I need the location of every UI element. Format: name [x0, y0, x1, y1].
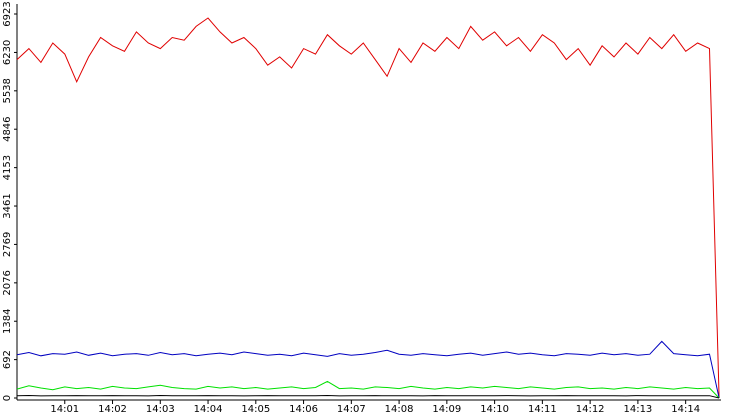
y-tick-label: 6230 — [2, 40, 13, 65]
series-line — [16, 340, 720, 399]
y-tick-label: 2769 — [2, 232, 13, 257]
x-tick-label: 14:12 — [576, 404, 605, 415]
x-tick-label: 14:08 — [385, 404, 414, 415]
series-line — [16, 394, 720, 399]
y-tick-label: 0 — [2, 395, 13, 401]
x-tick-label: 14:04 — [194, 404, 223, 415]
y-tick-label: 3461 — [2, 193, 13, 218]
x-tick-label: 14:07 — [337, 404, 366, 415]
y-tick-label: 692 — [2, 350, 13, 369]
y-tick-label: 4846 — [2, 116, 13, 141]
y-tick-label: 6923 — [2, 1, 13, 26]
x-tick-label: 14:05 — [241, 404, 270, 415]
y-tick-label: 4153 — [2, 155, 13, 180]
series-line — [16, 17, 720, 399]
x-tick-label: 14:13 — [623, 404, 652, 415]
x-tick-label: 14:10 — [480, 404, 509, 415]
y-tick-label: 2076 — [2, 270, 13, 295]
x-tick-label: 14:09 — [432, 404, 461, 415]
x-tick-label: 14:01 — [50, 404, 79, 415]
y-tick-label: 5538 — [2, 78, 13, 103]
y-tick-label: 1384 — [2, 309, 13, 334]
x-tick-label: 14:02 — [98, 404, 127, 415]
x-tick-label: 14:06 — [289, 404, 318, 415]
x-tick-label: 14:14 — [671, 404, 700, 415]
x-tick-label: 14:03 — [146, 404, 175, 415]
series-line — [16, 380, 720, 399]
x-tick-label: 14:11 — [528, 404, 557, 415]
